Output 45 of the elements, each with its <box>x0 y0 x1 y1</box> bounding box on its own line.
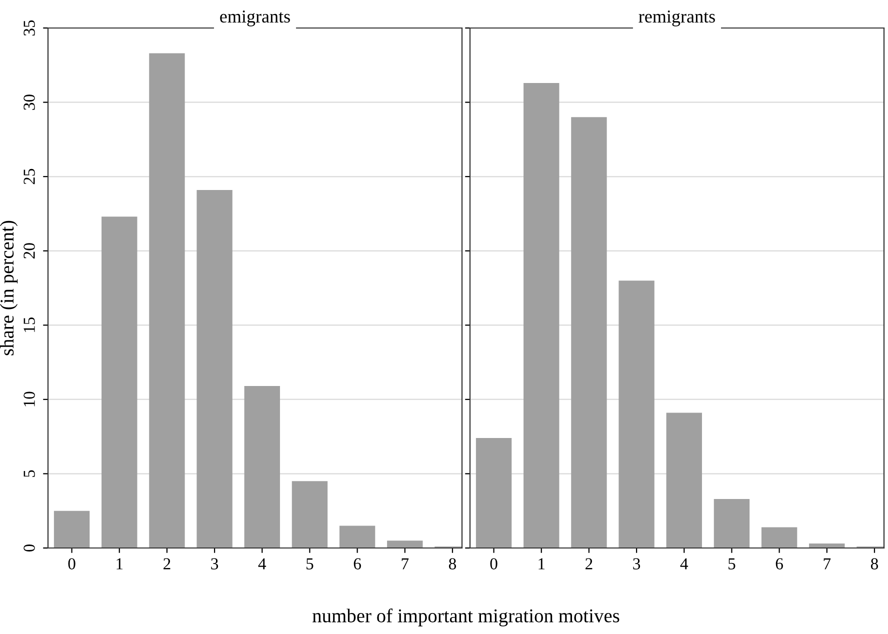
x-tick-label: 4 <box>680 558 688 570</box>
x-tick-label: 8 <box>870 558 878 570</box>
y-tick-label: 10 <box>24 392 35 406</box>
bar <box>571 117 607 548</box>
y-tick-label: 30 <box>24 94 35 110</box>
bar <box>761 527 798 548</box>
x-tick-label: 7 <box>824 558 831 570</box>
x-tick-label: 3 <box>211 558 218 570</box>
bar <box>666 412 702 548</box>
x-tick-label: 1 <box>116 558 123 570</box>
x-tick-label: 0 <box>68 558 76 570</box>
bar <box>339 526 376 548</box>
x-tick-label: 5 <box>728 558 736 570</box>
y-tick-label: 25 <box>24 168 35 184</box>
y-tick-label: 0 <box>24 544 35 552</box>
bar <box>196 190 232 548</box>
y-tick-label: 5 <box>24 470 35 477</box>
x-tick-label: 1 <box>538 558 545 570</box>
bar <box>102 216 138 548</box>
y-tick-label: 20 <box>24 243 35 258</box>
bar <box>54 510 90 548</box>
x-tick-label: 7 <box>402 558 409 570</box>
x-tick-label: 0 <box>490 558 498 570</box>
bar <box>149 53 185 548</box>
bar <box>476 438 512 548</box>
x-tick-label: 2 <box>164 558 170 570</box>
x-tick-label: 8 <box>448 558 456 570</box>
x-axis-title: number of important migration motives <box>312 608 620 626</box>
x-tick-label: 5 <box>306 558 314 570</box>
y-tick-label: 35 <box>24 20 35 36</box>
bar <box>714 498 750 548</box>
x-tick-label: 6 <box>354 558 361 570</box>
bar <box>244 386 280 548</box>
x-tick-label: 2 <box>586 558 592 570</box>
chart-title: emigrants <box>220 10 290 26</box>
x-tick-label: 6 <box>776 558 783 570</box>
chart-title: remigrants <box>638 10 715 26</box>
bar <box>292 481 328 548</box>
bar <box>618 280 654 548</box>
bar <box>524 82 560 548</box>
x-tick-label: 3 <box>633 558 640 570</box>
bar <box>387 540 423 548</box>
x-tick-label: 4 <box>258 558 266 570</box>
y-tick-label: 15 <box>24 317 35 332</box>
y-axis-title: share (in percent) <box>0 220 18 356</box>
